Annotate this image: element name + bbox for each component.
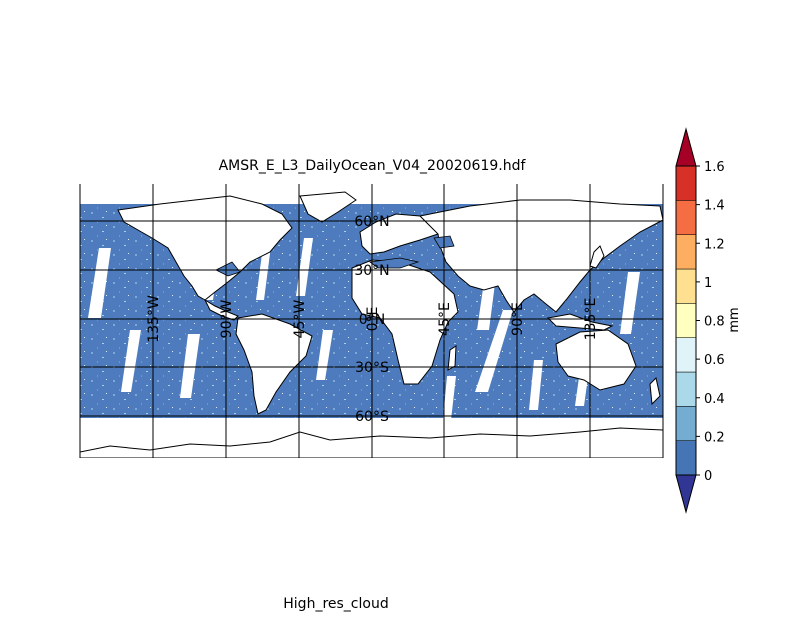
lon-label-90e: 90°E — [510, 302, 526, 336]
asia — [418, 199, 663, 313]
colorbar-segment — [675, 268, 697, 304]
japan — [589, 245, 605, 269]
inland-seas — [215, 235, 455, 277]
indonesia — [546, 313, 614, 331]
colorbar-tick-label: 1 — [704, 276, 712, 291]
colorbar-tick-label: 0.4 — [704, 392, 725, 407]
colorbar-segment — [675, 337, 697, 373]
colorbar-under-triangle — [675, 474, 697, 514]
lon-labels: 135°W 90°W 45°W 0°E 45°E 90°E 135°E — [146, 295, 599, 343]
colorbar-tick-label: 0 — [704, 469, 712, 484]
europe — [359, 213, 441, 255]
colorbar-over-triangle — [675, 127, 697, 167]
lon-label-135w: 135°W — [146, 295, 162, 343]
colorbar-tick-label: 1.4 — [704, 199, 725, 214]
colorbar-segment — [675, 234, 697, 270]
lat-labels: 60°N 30°N 0°N 30°S 60°S — [354, 214, 389, 425]
variable-label: High_res_cloud — [283, 596, 388, 612]
colorbar-ticks: 0 0.2 0.4 0.6 0.8 1 1.2 1.4 1.6 — [696, 160, 725, 484]
colorbar-tick-label: 0.8 — [704, 315, 725, 330]
lat-label-0n: 0°N — [359, 312, 385, 328]
colorbar-segment — [675, 200, 697, 235]
map-panel: 60°N 30°N 0°N 30°S 60°S 135°W 90°W 45°W … — [79, 184, 664, 458]
colorbar-segment — [675, 371, 697, 407]
australia — [555, 329, 637, 391]
colorbar-segment — [675, 303, 697, 338]
lat-label-60n: 60°N — [354, 214, 389, 230]
colorbar-segment — [675, 440, 697, 476]
colorbar-tick-label: 0.2 — [704, 430, 725, 445]
south-america — [235, 313, 313, 415]
lat-label-60s: 60°S — [355, 409, 389, 425]
lat-label-30s: 30°S — [355, 360, 389, 376]
central-america — [203, 298, 239, 321]
africa — [351, 259, 459, 385]
colorbar-segment — [675, 165, 697, 201]
colorbar-segments — [675, 165, 697, 476]
lon-label-45e: 45°E — [437, 302, 453, 336]
colorbar-segment — [675, 406, 697, 441]
colorbar-unit-label: mm — [727, 307, 742, 332]
new-zealand — [649, 377, 661, 406]
madagascar — [447, 345, 457, 371]
colorbar-tick-label: 1.6 — [704, 160, 725, 175]
north-america — [117, 195, 293, 301]
colorbar: 0 0.2 0.4 0.6 0.8 1 1.2 1.4 1.6 mm — [675, 127, 742, 514]
colorbar-tick-label: 0.6 — [704, 353, 725, 368]
lon-label-0e: 0°E — [365, 307, 381, 332]
colorbar-tick-label: 1.2 — [704, 237, 725, 252]
lat-label-30n: 30°N — [354, 263, 389, 279]
greenland — [299, 191, 357, 223]
plot-title: AMSR_E_L3_DailyOcean_V04_20020619.hdf — [219, 158, 527, 174]
graticule — [79, 184, 664, 458]
lon-label-90w: 90°W — [219, 300, 235, 339]
lon-label-45w: 45°W — [292, 300, 308, 339]
lon-label-135e: 135°E — [583, 298, 599, 341]
